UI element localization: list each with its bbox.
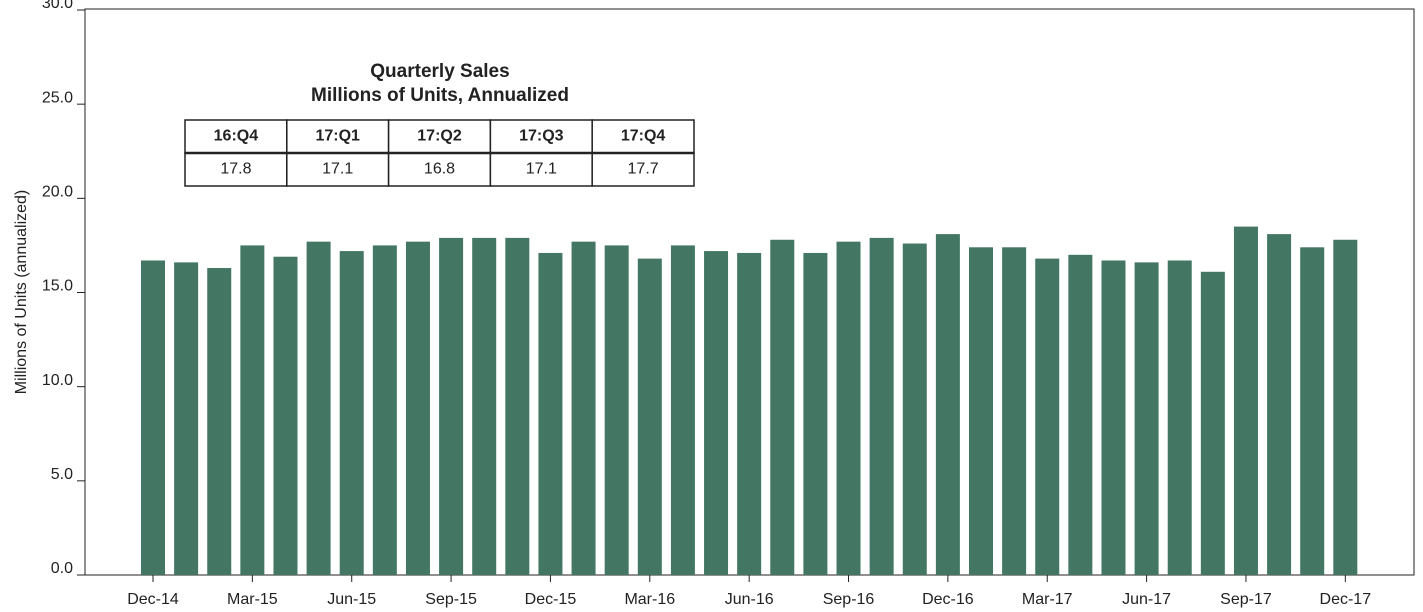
bar: [472, 237, 497, 575]
bar: [240, 245, 265, 575]
bar: [604, 245, 629, 575]
table-header: 17:Q4: [621, 128, 666, 145]
bar: [1068, 254, 1093, 576]
table-header: 17:Q3: [519, 128, 564, 145]
bar: [571, 241, 596, 575]
x-tick-label: Mar-16: [624, 591, 675, 608]
bar: [405, 241, 430, 575]
table-value: 17.8: [220, 161, 251, 178]
bar: [1300, 247, 1325, 576]
y-axis-label: Millions of Units (annualized): [13, 190, 30, 395]
bar: [1002, 247, 1027, 576]
bar: [372, 245, 397, 575]
bar: [1233, 226, 1258, 576]
table-value: 16.8: [424, 161, 455, 178]
x-tick-label: Mar-15: [227, 591, 278, 608]
table-title: Quarterly Sales: [370, 61, 509, 82]
bar: [538, 252, 563, 575]
x-tick-label: Dec-15: [525, 591, 577, 608]
bar: [803, 252, 828, 575]
bar: [836, 241, 861, 575]
table-value: 17.1: [322, 161, 353, 178]
bar: [969, 247, 993, 576]
bar: [306, 241, 331, 575]
bar: [207, 268, 232, 575]
bar: [1035, 258, 1060, 575]
bar: [439, 237, 464, 575]
bar: [1333, 239, 1358, 575]
table-title: Millions of Units, Annualized: [311, 85, 569, 106]
y-tick-label: 0.0: [51, 560, 73, 577]
y-tick-label: 20.0: [42, 184, 73, 201]
table-header: 17:Q1: [315, 128, 360, 145]
y-tick-label: 10.0: [42, 372, 73, 389]
bar: [637, 258, 662, 575]
table-header: 17:Q2: [417, 128, 462, 145]
bar: [1200, 271, 1225, 575]
bar: [1167, 260, 1192, 575]
bar: [704, 251, 729, 576]
bar: [935, 234, 960, 575]
bar: [141, 260, 165, 575]
bar: [1101, 260, 1126, 575]
bar: [902, 243, 927, 576]
bar: [1267, 234, 1292, 575]
x-tick-label: Dec-16: [922, 591, 974, 608]
y-tick-label: 25.0: [42, 89, 73, 106]
x-tick-label: Dec-17: [1320, 591, 1372, 608]
y-tick-label: 5.0: [51, 466, 73, 483]
table-header: 16:Q4: [214, 128, 259, 145]
x-tick-label: Jun-15: [327, 591, 376, 608]
table-cell: [489, 152, 593, 187]
x-tick-label: Sep-17: [1220, 591, 1272, 608]
y-tick-label: 30.0: [42, 0, 73, 12]
bar: [339, 251, 364, 576]
x-tick-label: Dec-14: [127, 591, 179, 608]
x-tick-label: Jun-17: [1122, 591, 1171, 608]
y-tick-label: 15.0: [42, 278, 73, 295]
bar: [670, 245, 695, 575]
x-tick-label: Mar-17: [1022, 591, 1073, 608]
bar: [505, 237, 530, 575]
table-value: 17.1: [526, 161, 557, 178]
x-tick-label: Sep-16: [823, 591, 875, 608]
bar: [1134, 262, 1159, 575]
table-value: 17.7: [628, 161, 659, 178]
table-header-cell: [489, 119, 593, 154]
x-tick-label: Jun-16: [725, 591, 774, 608]
bar: [770, 239, 795, 575]
bar: [737, 252, 762, 575]
x-tick-label: Sep-15: [425, 591, 477, 608]
bar: [273, 256, 298, 575]
bar: [174, 262, 199, 575]
bar: [869, 237, 894, 575]
